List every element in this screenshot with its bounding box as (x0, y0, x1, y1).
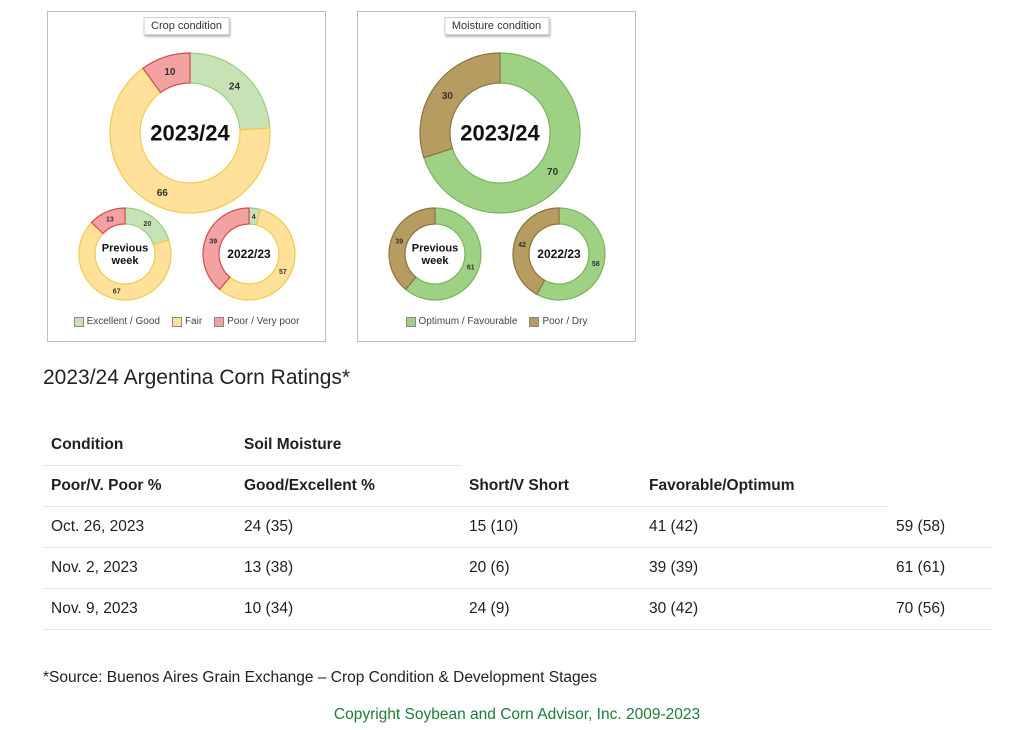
slice-value-label: 66 (157, 188, 169, 199)
crop-legend: Excellent / Good Fair Poor / Very poor (48, 316, 325, 327)
donut-slice (109, 67, 271, 214)
donut-center-label: 2022/23 (537, 247, 581, 261)
slice-value-label: 42 (518, 242, 526, 249)
donut-center-label: Previous week (102, 243, 148, 268)
slice-value-label: 30 (442, 91, 454, 102)
legend-swatch (405, 316, 416, 327)
legend-label: Fair (184, 316, 203, 327)
source-note: *Source: Buenos Aires Grain Exchange – C… (43, 669, 598, 686)
slice-value-label: 13 (106, 217, 114, 224)
legend-swatch (73, 316, 84, 327)
donut-slice (90, 207, 126, 235)
slice-value-label: 61 (467, 264, 475, 271)
header-cell: Poor/V. Poor % (43, 465, 236, 507)
moisture-chart-title: Moisture condition (443, 17, 550, 35)
table-cell: 39 (39) (641, 547, 888, 589)
slice-value-label: 70 (547, 167, 559, 178)
slice-value-label: 10 (164, 67, 176, 78)
donut-slice (218, 208, 296, 301)
donut-slice (388, 207, 436, 291)
table-cell: 59 (58) (888, 506, 992, 548)
table-cell: 15 (10) (461, 506, 641, 548)
crop-chart-title: Crop condition (143, 17, 230, 35)
table-cell: Oct. 26, 2023 (43, 506, 236, 548)
moisture-condition-panel: 70 30 2023/24 61 39 Previous week 58 42 2022/23 M… (357, 11, 636, 342)
table-header-row: Poor/V. Poor % Good/Excellent % Short/V … (43, 465, 992, 507)
table-title: 2023/24 Argentina Corn Ratings* (43, 366, 351, 389)
table-cell: Nov. 2, 2023 (43, 547, 236, 589)
donut-2: 58 42 2022/23 (512, 207, 606, 301)
donut-0: 70 30 2023/24 (419, 52, 581, 214)
donut-slice (142, 52, 191, 94)
table-cell: 70 (56) (888, 588, 992, 630)
donut-1: 20 67 13 Previous week (78, 207, 172, 301)
donut-center-label: 2022/23 (227, 247, 271, 261)
legend-swatch (214, 316, 225, 327)
ratings-table: Condition Soil Moisture Poor/V. Poor % G… (43, 425, 992, 630)
donut-slice (536, 207, 606, 301)
donut-slice (423, 52, 581, 214)
table-cell: 13 (38) (236, 547, 461, 589)
slice-value-label: 4 (252, 214, 256, 221)
legend-label: Poor / Dry (542, 316, 588, 327)
donut-slice (419, 52, 501, 159)
moisture-legend: Optimum / Favourable Poor / Dry (358, 316, 635, 327)
crop-condition-panel: 24 66 10 2023/24 20 67 13 Previous week 4 57 39 2022… (47, 11, 326, 342)
group-header-soil-moisture: Soil Moisture (236, 425, 461, 466)
slice-value-label: 39 (209, 239, 217, 246)
donut-slice (404, 207, 482, 301)
slice-value-label: 57 (279, 269, 287, 276)
donut-0: 24 66 10 2023/24 (109, 52, 271, 214)
crop-condition-chart: 24 66 10 2023/24 20 67 13 Previous week 4 57 39 2022… (78, 52, 296, 301)
donut-center-label: Previous week (412, 243, 458, 268)
slice-value-label: 39 (395, 239, 403, 246)
table-row: Oct. 26, 2023 24 (35) 15 (10) 41 (42) 59… (43, 506, 992, 548)
legend-item-optimum: Optimum / Favourable (405, 316, 518, 327)
group-header-condition: Condition (43, 425, 236, 466)
moisture-condition-chart: 70 30 2023/24 61 39 Previous week 58 42 2022/23 (388, 52, 606, 301)
donut-center-label: 2023/24 (460, 121, 540, 146)
donut-center-label: 2023/24 (150, 121, 230, 146)
legend-swatch (171, 316, 182, 327)
slice-value-label: 24 (229, 82, 241, 93)
donut-slice (78, 221, 172, 301)
legend-item-fair: Fair (171, 316, 203, 327)
table-cell: 24 (35) (236, 506, 461, 548)
table-cell: 20 (6) (461, 547, 641, 589)
slice-value-label: 67 (113, 289, 121, 296)
copyright-notice: Copyright Soybean and Corn Advisor, Inc.… (333, 706, 701, 723)
table-row: Nov. 9, 2023 10 (34) 24 (9) 30 (42) 70 (… (43, 588, 992, 630)
table-row: Nov. 2, 2023 13 (38) 20 (6) 39 (39) 61 (… (43, 547, 992, 589)
legend-item-poor-dry: Poor / Dry (529, 316, 587, 327)
header-cell: Short/V Short (461, 465, 641, 507)
header-cell: Favorable/Optimum (641, 465, 888, 507)
donut-2: 4 57 39 2022/23 (202, 207, 296, 301)
table-cell: 24 (9) (461, 588, 641, 630)
table-cell: 61 (61) (888, 547, 992, 589)
donut-1: 61 39 Previous week (388, 207, 482, 301)
table-cell: Nov. 9, 2023 (43, 588, 236, 630)
donut-slice (512, 207, 560, 296)
slice-value-label: 20 (143, 221, 151, 228)
legend-label: Optimum / Favourable (418, 316, 518, 327)
legend-swatch (529, 316, 540, 327)
legend-item-excellent-good: Excellent / Good (73, 316, 160, 327)
header-cell: Good/Excellent % (236, 465, 461, 507)
table-cell: 41 (42) (641, 506, 888, 548)
legend-label: Poor / Very poor (227, 316, 300, 327)
slice-value-label: 58 (592, 261, 600, 268)
legend-item-poor: Poor / Very poor (214, 316, 299, 327)
table-group-header-row: Condition Soil Moisture (43, 425, 992, 466)
donut-slice (202, 207, 250, 291)
table-cell: 30 (42) (641, 588, 888, 630)
legend-label: Excellent / Good (86, 316, 160, 327)
table-cell: 10 (34) (236, 588, 461, 630)
